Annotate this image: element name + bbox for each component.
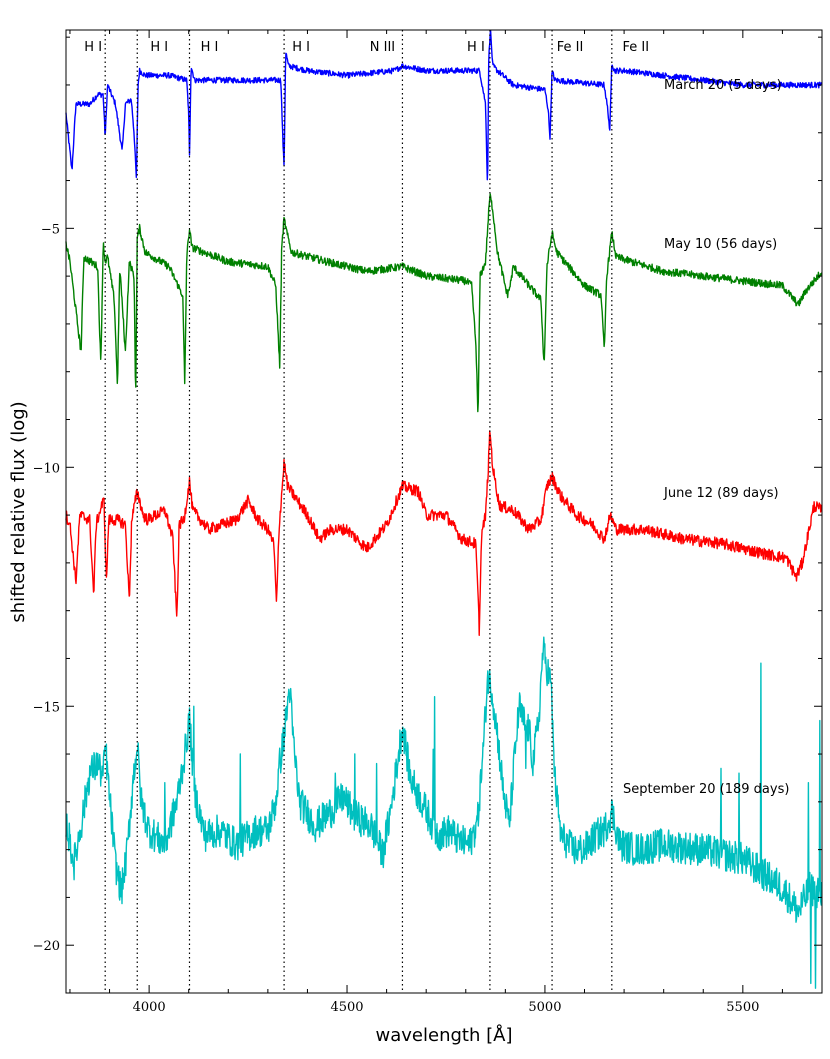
- y-axis-title: shifted relative flux (log): [8, 401, 29, 622]
- line-marker-label-7: Fe II: [623, 40, 650, 55]
- line-marker-label-4: N III: [370, 40, 395, 55]
- series-2-line: [65, 430, 823, 636]
- x-tick-label-2: 5000: [528, 1000, 561, 1015]
- line-markers: [104, 30, 613, 993]
- series-layer: [65, 29, 823, 989]
- text-labels: March 20 (5 days) May 10 (56 days) June 12…: [84, 40, 789, 797]
- x-tick-label-3: 5500: [726, 1000, 759, 1015]
- x-tick-label-1: 4500: [330, 1000, 363, 1015]
- line-marker-label-2: H I: [201, 40, 219, 55]
- series-0-label: March 20 (5 days): [664, 78, 782, 93]
- x-axis-title: wavelength [Å]: [376, 1024, 513, 1046]
- series-3-label: September 20 (189 days): [623, 782, 789, 797]
- series-1-line: [65, 193, 823, 413]
- y-tick-label-2: −15: [33, 700, 60, 715]
- line-marker-label-1: H I: [150, 40, 168, 55]
- y-tick-label-0: −5: [41, 222, 60, 237]
- plot-frame: [65, 29, 823, 994]
- line-marker-label-5: H I: [467, 40, 485, 55]
- y-tick-label-1: −10: [33, 461, 60, 476]
- series-2-label: June 12 (89 days): [663, 486, 779, 501]
- x-tick-label-0: 4000: [133, 1000, 166, 1015]
- series-0-line: [65, 29, 823, 181]
- axis-ticks: 4000 4500 5000 5500 −5 −10 −15 −20: [33, 30, 823, 1015]
- line-marker-label-3: H I: [292, 40, 310, 55]
- y-tick-label-3: −20: [33, 939, 60, 954]
- series-3-line: [65, 636, 823, 989]
- line-marker-label-6: Fe II: [557, 40, 584, 55]
- line-marker-label-0: H I: [84, 40, 102, 55]
- series-1-label: May 10 (56 days): [664, 237, 777, 252]
